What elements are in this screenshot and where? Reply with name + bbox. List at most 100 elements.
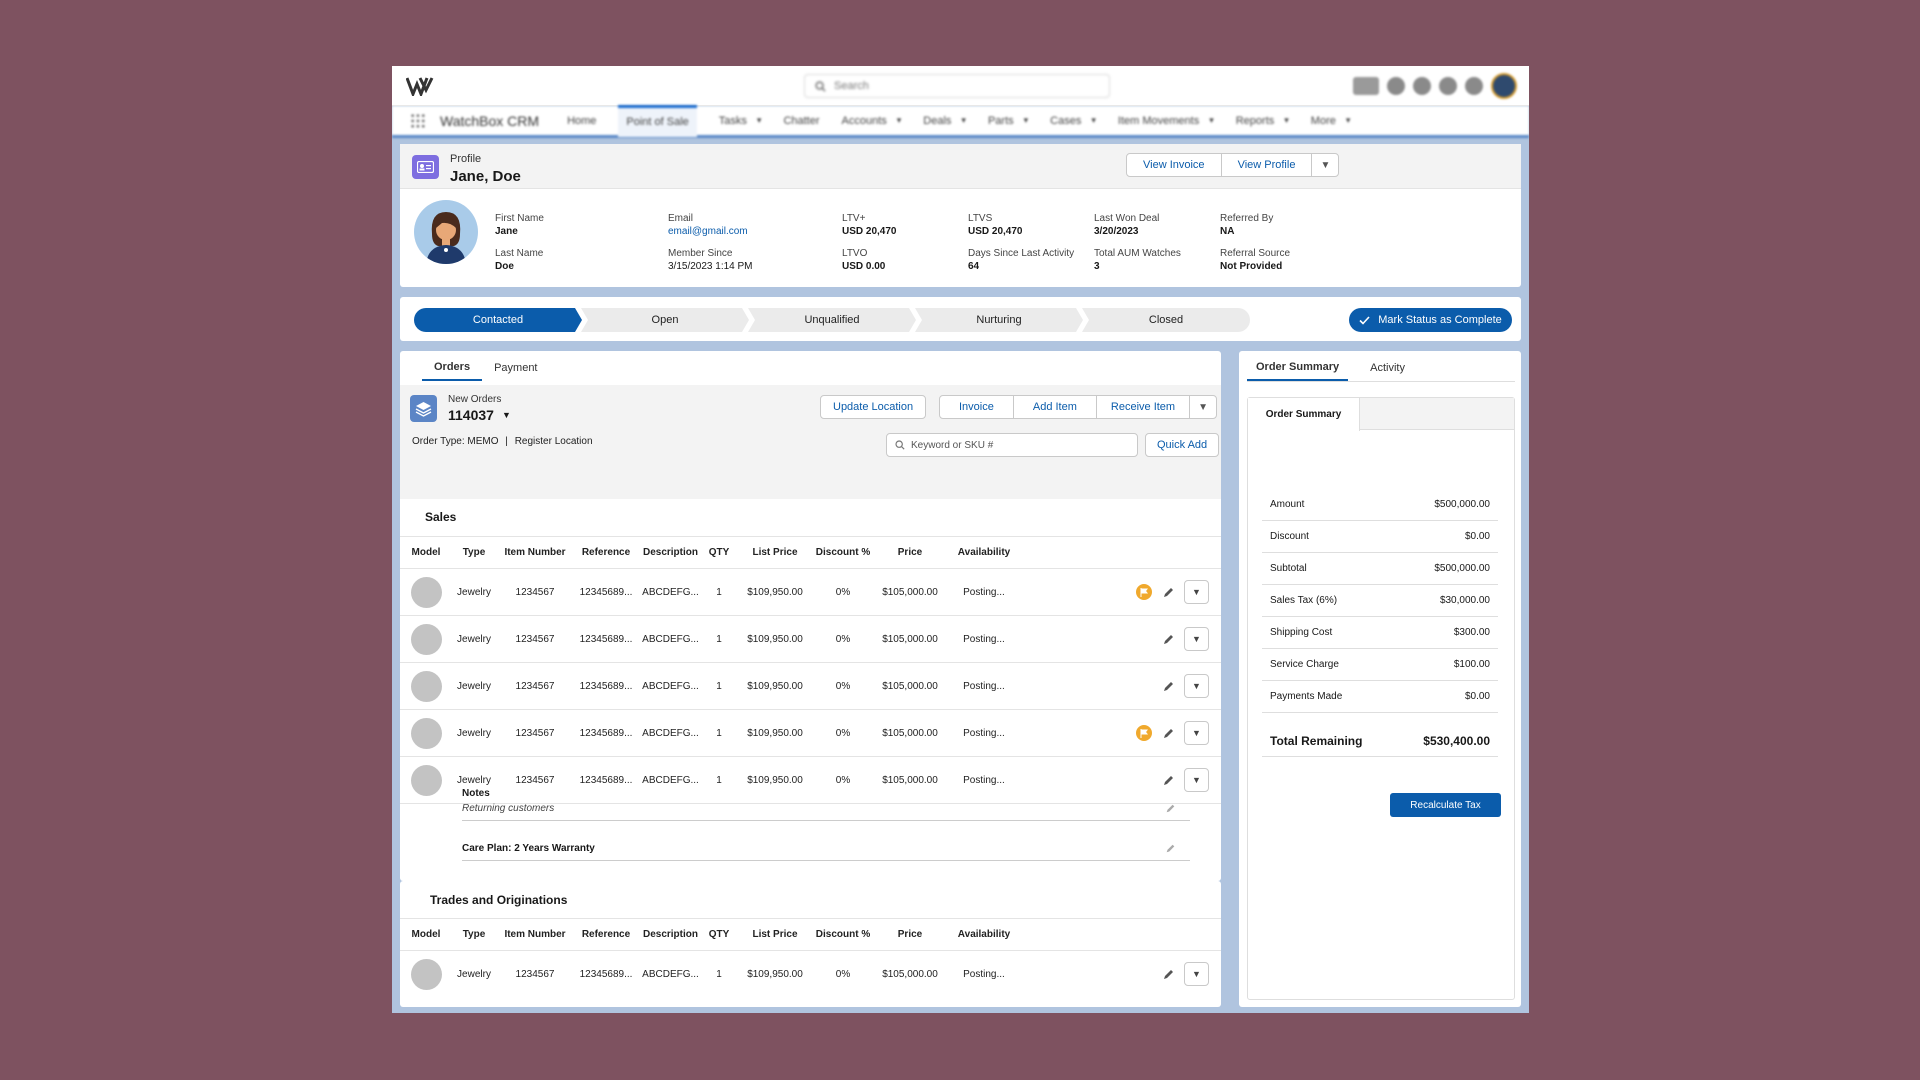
recalculate-tax-button[interactable]: Recalculate Tax [1390, 793, 1501, 817]
summary-row-payments-made: Payments Made $0.00 [1262, 681, 1498, 713]
cell-discount: 0% [815, 756, 871, 804]
nav-point-of-sale[interactable]: Point of Sale [618, 104, 697, 137]
edit-pencil-icon[interactable] [1160, 772, 1176, 788]
global-search-input[interactable]: Search [804, 74, 1110, 98]
path-step-nurturing[interactable]: Nurturing [915, 308, 1083, 332]
add-icon[interactable] [1387, 77, 1405, 95]
settings-gear-icon[interactable] [1439, 77, 1457, 95]
table-row[interactable]: Jewelry 1234567 12345689... ABCDEFG... 1… [400, 662, 1221, 710]
favorites-icon[interactable] [1353, 77, 1379, 95]
summary-row-shipping: Shipping Cost $300.00 [1262, 617, 1498, 649]
summary-inner-tabbar: Order Summary [1248, 398, 1514, 431]
nav-reports[interactable]: Reports ▾ [1236, 105, 1289, 137]
notification-bell-icon[interactable] [1465, 77, 1483, 95]
field-first-name: First Name Jane [495, 213, 544, 237]
update-location-button[interactable]: Update Location [833, 401, 914, 413]
chevron-down-icon[interactable]: ▾ [1345, 115, 1351, 125]
path-step-unqualified[interactable]: Unqualified [748, 308, 916, 332]
cell-qty: 1 [703, 709, 735, 757]
profile-name: Jane, Doe [450, 168, 521, 185]
chevron-down-icon[interactable]: ▼ [1198, 401, 1208, 413]
nav-item-movements[interactable]: Item Movements ▾ [1118, 105, 1214, 137]
row-value: $30,000.00 [1439, 595, 1490, 606]
chevron-down-icon[interactable]: ▾ [961, 115, 966, 125]
quick-add-button[interactable]: Quick Add [1157, 439, 1208, 451]
path-step-closed[interactable]: Closed [1082, 308, 1250, 332]
nav-tasks[interactable]: Tasks ▾ [719, 105, 762, 137]
table-row[interactable]: Jewelry 1234567 12345689... ABCDEFG... 1… [400, 951, 1221, 998]
cell-availability: Posting... [949, 662, 1019, 710]
inner-tab-order-summary[interactable]: Order Summary [1248, 398, 1360, 431]
edit-pencil-icon[interactable] [1160, 584, 1176, 600]
table-row[interactable]: Jewelry 1234567 12345689... ABCDEFG... 1… [400, 709, 1221, 757]
cell-availability: Posting... [963, 968, 1005, 980]
chevron-down-icon[interactable]: ▾ [756, 115, 762, 125]
row-menu-chevron-down-icon[interactable]: ▼ [1184, 674, 1209, 698]
user-avatar[interactable] [1491, 73, 1517, 99]
row-menu-chevron-down-icon[interactable]: ▼ [1184, 768, 1209, 792]
edit-pencil-icon[interactable] [1165, 803, 1190, 817]
chevron-down-icon[interactable]: ▼ [501, 410, 511, 420]
path-step-contacted[interactable]: Contacted [414, 308, 582, 332]
tab-orders[interactable]: Orders [422, 355, 483, 381]
keyword-sku-search[interactable]: Keyword or SKU # [886, 433, 1138, 457]
chevron-down-icon[interactable]: ▾ [1284, 115, 1289, 125]
row-menu-chevron-down-icon[interactable]: ▼ [1184, 962, 1209, 987]
app-launcher-icon[interactable] [410, 112, 426, 129]
help-icon[interactable] [1413, 77, 1431, 95]
col-availability: Availability [949, 536, 1019, 569]
row-actions: ▼ [1019, 768, 1221, 792]
cell-qty: 1 [703, 615, 735, 663]
tab-payment[interactable]: Payment [494, 362, 538, 374]
chevron-down-icon[interactable]: ▼ [1320, 159, 1331, 171]
nav-deals[interactable]: Deals ▾ [923, 105, 966, 137]
nav-label: Home [567, 114, 597, 127]
invoice-button[interactable]: Invoice [940, 396, 1014, 418]
col-discount: Discount % [815, 918, 871, 951]
nav-home[interactable]: Home [567, 105, 596, 137]
chevron-down-icon[interactable]: ▾ [1091, 115, 1096, 125]
chevron-down-icon[interactable]: ▾ [1023, 115, 1029, 125]
col-reference: Reference [574, 918, 638, 951]
chevron-down-icon[interactable]: ▾ [1209, 115, 1214, 125]
field-total-aum: Total AUM Watches 3 [1094, 248, 1181, 272]
notes-value: Returning customers [462, 803, 555, 814]
add-item-button[interactable]: Add Item [1014, 396, 1097, 418]
flag-icon[interactable] [1136, 725, 1152, 741]
edit-pencil-icon[interactable] [1160, 725, 1176, 741]
flag-icon[interactable] [1136, 584, 1152, 600]
chevron-down-icon[interactable]: ▾ [896, 115, 902, 125]
table-row[interactable]: Jewelry 1234567 12345689... ABCDEFG... 1… [400, 756, 1221, 804]
watchbox-logo[interactable] [406, 76, 434, 96]
tab-order-summary[interactable]: Order Summary [1247, 355, 1349, 381]
table-row[interactable]: Jewelry 1234567 12345689... ABCDEFG... 1… [400, 568, 1221, 616]
view-invoice-button[interactable]: View Invoice [1127, 154, 1222, 176]
profile-label: Profile [450, 153, 482, 165]
row-menu-chevron-down-icon[interactable]: ▼ [1184, 721, 1209, 745]
contact-card-icon [412, 155, 439, 179]
nav-chatter[interactable]: Chatter [783, 105, 819, 137]
tab-activity[interactable]: Activity [1370, 362, 1405, 374]
mark-status-complete-button[interactable]: Mark Status as Complete [1349, 308, 1512, 332]
edit-pencil-icon[interactable] [1165, 843, 1190, 857]
row-menu-chevron-down-icon[interactable]: ▼ [1184, 627, 1209, 651]
nav-accounts[interactable]: Accounts ▾ [842, 105, 902, 137]
row-menu-chevron-down-icon[interactable]: ▼ [1184, 580, 1209, 604]
nav-parts[interactable]: Parts ▾ [988, 105, 1028, 137]
edit-pencil-icon[interactable] [1160, 678, 1176, 694]
row-label: Sales Tax (6%) [1270, 595, 1338, 606]
edit-pencil-icon[interactable] [1160, 966, 1176, 982]
path-step-open[interactable]: Open [581, 308, 749, 332]
nav-more[interactable]: More ▾ [1311, 105, 1351, 137]
view-profile-button[interactable]: View Profile [1222, 154, 1313, 176]
col-price: Price [871, 536, 949, 569]
row-value: $500,000.00 [1434, 499, 1490, 510]
email-link[interactable]: email@gmail.com [668, 226, 748, 237]
receive-item-button[interactable]: Receive Item [1097, 396, 1191, 418]
order-number-selector[interactable]: 114037 ▼ [448, 407, 511, 423]
edit-pencil-icon[interactable] [1160, 631, 1176, 647]
col-model: Model [400, 536, 452, 569]
table-row[interactable]: Jewelry 1234567 12345689... ABCDEFG... 1… [400, 615, 1221, 663]
order-summary-panel: Order Summary Amount $500,000.00 Discount… [1247, 397, 1515, 1000]
nav-cases[interactable]: Cases ▾ [1050, 105, 1096, 137]
